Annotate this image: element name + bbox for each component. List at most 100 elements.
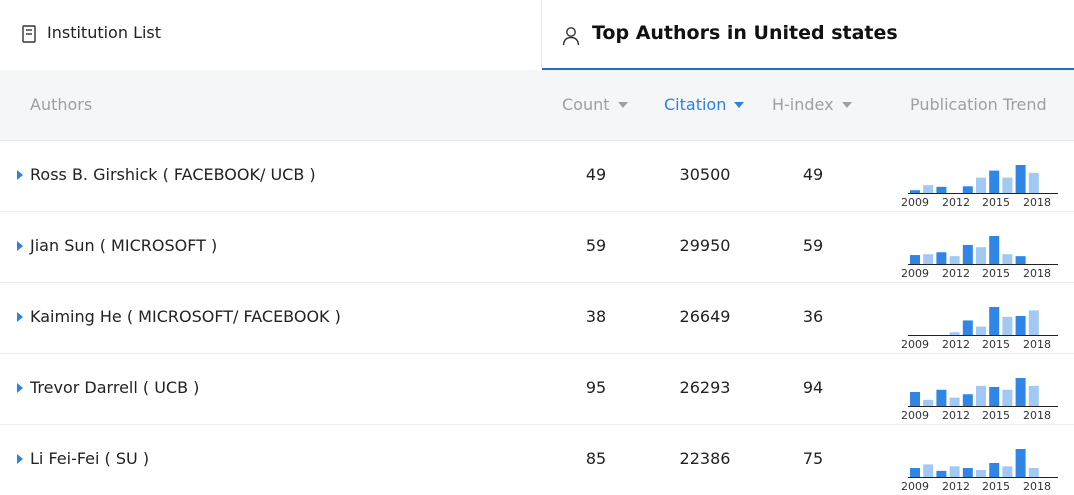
trend-bar (910, 190, 920, 193)
trend-tick-label: 2009 (901, 338, 929, 349)
trend-bar (1015, 378, 1026, 406)
trend-tick-label: 2015 (982, 338, 1010, 349)
count-cell: 95 (585, 378, 607, 397)
table-row[interactable]: Jian Sun ( MICROSOFT ) 59 29950 59 2009 2… (0, 212, 1074, 283)
expand-arrow-icon[interactable] (17, 383, 23, 393)
trend-bar (989, 463, 1000, 477)
column-header-count[interactable]: Count (562, 95, 628, 114)
trend-tick-label: 2009 (901, 480, 929, 491)
expand-arrow-icon[interactable] (17, 312, 23, 322)
trend-bar (936, 186, 947, 193)
trend-bar (923, 254, 934, 264)
trend-bar (1015, 256, 1026, 264)
trend-tick-label: 2018 (1023, 409, 1051, 420)
publication-trend-chart: 2009 2012 2015 2018 (901, 449, 1058, 491)
trend-bar (962, 468, 973, 477)
trend-bar (949, 332, 960, 335)
expand-arrow-icon[interactable] (17, 170, 23, 180)
sort-caret-icon (734, 102, 745, 108)
trend-bar (949, 256, 960, 264)
trend-bar (936, 470, 947, 477)
expand-arrow-icon[interactable] (17, 241, 23, 251)
trend-bar (936, 389, 947, 406)
sort-caret-icon (841, 102, 852, 108)
citation-cell: 26649 (679, 307, 731, 326)
tab-label: Top Authors in United states (592, 22, 898, 44)
column-header-label: Publication Trend (910, 95, 1047, 114)
expand-arrow-icon[interactable] (17, 454, 23, 464)
trend-bar (1028, 310, 1039, 335)
trend-tick-label: 2009 (901, 267, 929, 278)
author-name[interactable]: Jian Sun ( MICROSOFT ) (30, 236, 218, 255)
trend-tick-label: 2015 (982, 196, 1010, 207)
trend-bar (936, 252, 947, 264)
table-row[interactable]: Ross B. Girshick ( FACEBOOK/ UCB ) 49 30… (0, 141, 1074, 212)
trend-bar (989, 170, 1000, 193)
user-icon (562, 27, 580, 46)
trend-bar (1002, 316, 1013, 335)
citation-cell: 22386 (679, 449, 731, 468)
trend-bar (1028, 172, 1039, 193)
count-cell: 49 (585, 165, 607, 184)
trend-bar (923, 185, 934, 193)
publication-trend-chart: 2009 2012 2015 2018 (901, 378, 1058, 420)
publication-trend-chart: 2009 2012 2015 2018 (901, 307, 1058, 349)
trend-bar (962, 244, 973, 264)
author-name[interactable]: Kaiming He ( MICROSOFT/ FACEBOOK ) (30, 307, 341, 326)
tab-bar: Institution List Top Authors in United s… (0, 0, 1074, 70)
column-header-citation[interactable]: Citation (664, 95, 745, 114)
trend-bar (1015, 165, 1026, 193)
count-cell: 38 (585, 307, 607, 326)
trend-bar (976, 247, 986, 264)
tab-institution-list[interactable]: Institution List (0, 0, 542, 70)
table-header: Authors Count Citation H-index Publicati… (0, 70, 1074, 141)
trend-tick-label: 2015 (982, 480, 1010, 491)
hindex-cell: 49 (802, 165, 824, 184)
count-cell: 85 (585, 449, 607, 468)
sort-caret-icon (617, 102, 628, 108)
table-row[interactable]: Li Fei-Fei ( SU ) 85 22386 75 2009 2012 20… (0, 425, 1074, 495)
table-row[interactable]: Trevor Darrell ( UCB ) 95 26293 94 2009 2… (0, 354, 1074, 425)
trend-bar (910, 392, 920, 406)
trend-tick-label: 2009 (901, 409, 929, 420)
hindex-cell: 36 (802, 307, 824, 326)
trend-bar (1002, 177, 1013, 193)
citation-cell: 30500 (679, 165, 731, 184)
trend-bar (989, 386, 1000, 406)
author-name[interactable]: Ross B. Girshick ( FACEBOOK/ UCB ) (30, 165, 316, 184)
author-name[interactable]: Li Fei-Fei ( SU ) (30, 449, 150, 468)
table-row[interactable]: Kaiming He ( MICROSOFT/ FACEBOOK ) 38 26… (0, 283, 1074, 354)
trend-bar (1015, 449, 1026, 477)
trend-bar (962, 320, 973, 335)
trend-bar (910, 468, 920, 477)
tab-label: Institution List (47, 23, 162, 42)
trend-bar (962, 394, 973, 406)
column-header-authors: Authors (30, 95, 92, 114)
trend-tick-label: 2018 (1023, 267, 1051, 278)
trend-bar (1015, 315, 1026, 335)
tab-top-authors[interactable]: Top Authors in United states (542, 0, 1074, 70)
trend-tick-label: 2018 (1023, 480, 1051, 491)
hindex-cell: 59 (802, 236, 824, 255)
author-name[interactable]: Trevor Darrell ( UCB ) (30, 378, 200, 397)
trend-tick-label: 2012 (942, 338, 970, 349)
trend-bar (989, 307, 1000, 335)
trend-bar (949, 397, 960, 406)
trend-tick-label: 2018 (1023, 338, 1051, 349)
column-header-label: Authors (30, 95, 93, 114)
trend-bar (949, 466, 960, 477)
trend-bar (1002, 466, 1013, 477)
trend-tick-label: 2012 (942, 196, 970, 207)
citation-cell: 29950 (679, 236, 731, 255)
trend-tick-label: 2015 (982, 267, 1010, 278)
trend-bar (962, 186, 973, 193)
column-header-hindex[interactable]: H-index (772, 95, 852, 114)
publication-trend-chart: 2009 2012 2015 2018 (901, 236, 1058, 278)
hindex-cell: 94 (802, 378, 824, 397)
trend-tick-label: 2012 (942, 480, 970, 491)
trend-bar (976, 177, 986, 193)
trend-tick-label: 2018 (1023, 196, 1051, 207)
trend-bar (923, 399, 934, 406)
trend-tick-label: 2012 (942, 409, 970, 420)
document-icon (22, 25, 36, 43)
